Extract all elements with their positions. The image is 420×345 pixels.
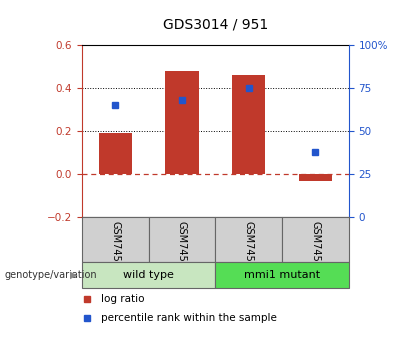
Bar <box>232 75 265 174</box>
Text: GDS3014 / 951: GDS3014 / 951 <box>163 17 268 31</box>
Bar <box>165 71 199 174</box>
Text: GSM74504: GSM74504 <box>310 221 320 274</box>
Bar <box>149 217 215 262</box>
Text: GSM74503: GSM74503 <box>177 221 187 274</box>
Text: GSM74501: GSM74501 <box>110 221 120 274</box>
Bar <box>82 217 149 262</box>
Text: log ratio: log ratio <box>100 294 144 304</box>
Text: ▶: ▶ <box>70 270 78 280</box>
Text: mmi1 mutant: mmi1 mutant <box>244 270 320 280</box>
Text: wild type: wild type <box>123 270 174 280</box>
Bar <box>282 217 349 262</box>
Bar <box>82 262 215 288</box>
Bar <box>99 133 132 174</box>
Bar <box>299 174 332 181</box>
Bar <box>215 217 282 262</box>
Text: genotype/variation: genotype/variation <box>4 270 97 280</box>
Text: GSM74502: GSM74502 <box>244 221 254 274</box>
Text: percentile rank within the sample: percentile rank within the sample <box>100 313 276 323</box>
Bar <box>215 262 349 288</box>
